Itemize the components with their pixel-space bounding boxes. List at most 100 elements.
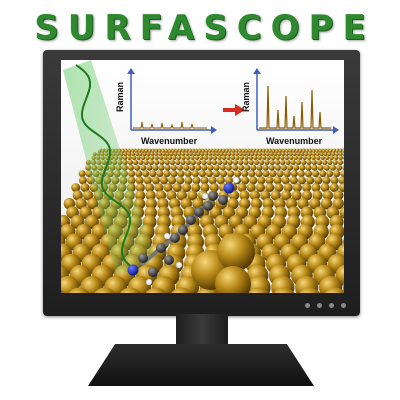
gold-atom (190, 159, 196, 165)
gold-atom (340, 170, 344, 178)
gold-atom (238, 159, 244, 165)
gold-atom (87, 198, 99, 210)
gold-atom (329, 183, 339, 193)
gold-atom (80, 183, 90, 193)
monitor-button[interactable] (305, 303, 310, 308)
gold-atom (322, 190, 333, 201)
gold-atom (157, 198, 169, 210)
gold-atom (342, 149, 344, 153)
gold-atom (246, 152, 251, 156)
gold-atom (268, 149, 272, 153)
gold-atom (124, 149, 128, 153)
gold-atom (181, 155, 186, 160)
gold-atom (266, 155, 271, 160)
gold-atom (138, 149, 142, 153)
monitor-button[interactable] (329, 303, 334, 308)
gold-atom (262, 198, 274, 210)
gold-atom (142, 170, 150, 178)
gold-atom (292, 152, 297, 156)
gold-atom (269, 170, 277, 178)
gold-atom (201, 164, 208, 171)
gold-atom (122, 155, 128, 160)
gold-atom (338, 149, 343, 153)
laser-beam (63, 60, 156, 275)
gold-atom (182, 183, 192, 193)
monitor-base (88, 344, 314, 386)
gold-atom (297, 170, 305, 178)
monitor-button[interactable] (317, 303, 322, 308)
gold-atom (283, 170, 291, 178)
gold-atom (270, 190, 281, 201)
gold-adatoms (191, 233, 255, 293)
gold-atom (208, 155, 213, 160)
gold-atom (145, 183, 155, 193)
gold-atom (164, 149, 168, 153)
gold-atom (242, 152, 247, 156)
gold-atom (215, 152, 220, 156)
gold-atom (322, 159, 328, 165)
gold-atom (311, 183, 321, 193)
gold-atom (142, 152, 147, 156)
gold-atom (145, 155, 150, 160)
gold-atom (293, 164, 300, 171)
gold-atom (127, 152, 132, 156)
gold-atom (246, 183, 256, 193)
gold-atom (207, 164, 214, 171)
gold-atom (295, 149, 299, 153)
gold-atom (145, 198, 157, 210)
gold-atom (171, 287, 192, 293)
gold-atom (331, 152, 335, 156)
gold-atom (141, 149, 145, 153)
gold-atom (289, 176, 298, 185)
gold-atom (192, 176, 201, 185)
gold-atom (188, 149, 192, 153)
gold-atom (343, 160, 344, 165)
gold-atom (163, 155, 168, 160)
gold-atom (161, 149, 165, 153)
gold-atom (127, 155, 132, 160)
gold-atom (201, 159, 207, 165)
gold-atom (190, 155, 195, 160)
gold-atom (307, 155, 312, 160)
gold-atom (217, 159, 223, 165)
gold-atom (211, 149, 215, 153)
gold-atom (257, 155, 262, 160)
gold-atom (332, 149, 336, 153)
gold-atom (302, 155, 307, 160)
gold-atom (177, 170, 185, 178)
gold-atom (292, 183, 302, 193)
gold-atom (200, 176, 209, 185)
gold-atom (165, 152, 170, 156)
gold-atom (281, 152, 285, 156)
right-ylabel: Raman (241, 82, 251, 112)
gold-atom (292, 149, 296, 153)
gold-atom (168, 149, 172, 153)
gold-atom (164, 164, 171, 171)
gold-atom (290, 170, 298, 178)
gold-atom (338, 152, 343, 156)
arrow-right-icon (223, 104, 245, 116)
gold-atom (133, 159, 139, 165)
gold-atom (120, 287, 141, 293)
gold-atom (281, 176, 290, 185)
gold-atom (150, 152, 155, 156)
gold-atom (241, 176, 250, 185)
gold-atom (169, 152, 174, 156)
gold-atom (275, 149, 279, 153)
gold-atom (262, 152, 266, 156)
gold-atom (167, 155, 173, 160)
gold-atom (305, 149, 309, 153)
gold-atom (172, 183, 182, 193)
power-button[interactable] (341, 303, 346, 308)
gold-atom (249, 190, 260, 201)
gold-atom (170, 164, 177, 171)
gold-atom (221, 155, 227, 160)
gold-atom (158, 152, 162, 156)
gold-atom (293, 155, 298, 160)
gold-atom (222, 159, 228, 165)
gold-atom (339, 206, 344, 219)
gold-atom (208, 149, 212, 153)
gold-atom (312, 152, 316, 156)
gold-atom (156, 190, 167, 201)
gold-atom (183, 164, 190, 171)
